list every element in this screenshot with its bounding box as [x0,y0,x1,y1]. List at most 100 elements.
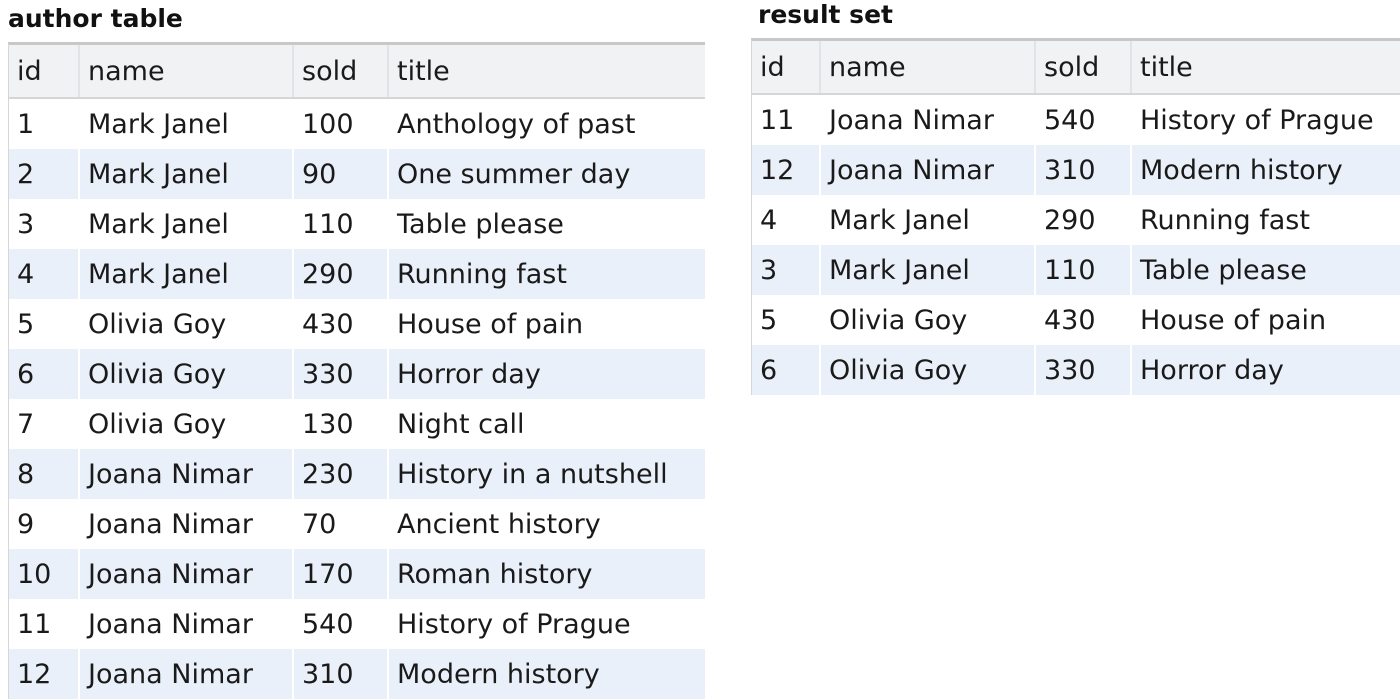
cell-name[interactable]: Olivia Goy [819,345,1035,395]
table-row[interactable]: 12 Joana Nimar 310 Modern history [752,145,1400,195]
column-header-sold[interactable]: sold [1034,41,1131,95]
cell-title[interactable]: History of Prague [1130,94,1400,145]
cell-name[interactable]: Olivia Goy [819,295,1035,345]
column-header-title[interactable]: title [1130,41,1400,95]
cell-name[interactable]: Joana Nimar [78,449,293,499]
result-set-title: result set [758,0,893,29]
cell-name[interactable]: Joana Nimar [78,649,293,699]
cell-sold[interactable]: 330 [292,349,388,399]
cell-name[interactable]: Mark Janel [78,249,293,299]
cell-name[interactable]: Mark Janel [78,98,293,149]
cell-title[interactable]: Table please [1130,245,1400,295]
cell-sold[interactable]: 430 [292,299,388,349]
cell-id[interactable]: 11 [752,94,820,145]
table-row[interactable]: 10 Joana Nimar 170 Roman history [9,549,705,599]
cell-name[interactable]: Olivia Goy [78,299,293,349]
cell-id[interactable]: 5 [9,299,79,349]
cell-title[interactable]: Horror day [387,349,705,399]
cell-sold[interactable]: 170 [292,549,388,599]
cell-name[interactable]: Olivia Goy [78,399,293,449]
cell-name[interactable]: Mark Janel [78,199,293,249]
cell-name[interactable]: Joana Nimar [78,599,293,649]
cell-id[interactable]: 6 [9,349,79,399]
cell-sold[interactable]: 100 [292,98,388,149]
cell-sold[interactable]: 540 [1034,94,1131,145]
cell-title[interactable]: House of pain [1130,295,1400,345]
cell-title[interactable]: Roman history [387,549,705,599]
cell-sold[interactable]: 310 [1034,145,1131,195]
cell-id[interactable]: 4 [9,249,79,299]
cell-id[interactable]: 3 [9,199,79,249]
column-header-id[interactable]: id [9,45,79,99]
cell-sold[interactable]: 130 [292,399,388,449]
cell-title[interactable]: House of pain [387,299,705,349]
table-row[interactable]: 5 Olivia Goy 430 House of pain [752,295,1400,345]
cell-name[interactable]: Mark Janel [78,149,293,199]
column-header-title[interactable]: title [387,45,705,99]
cell-title[interactable]: Anthology of past [387,98,705,149]
table-row[interactable]: 9 Joana Nimar 70 Ancient history [9,499,705,549]
cell-title[interactable]: Horror day [1130,345,1400,395]
cell-id[interactable]: 7 [9,399,79,449]
table-row[interactable]: 6 Olivia Goy 330 Horror day [752,345,1400,395]
cell-id[interactable]: 5 [752,295,820,345]
table-row[interactable]: 3 Mark Janel 110 Table please [752,245,1400,295]
cell-name[interactable]: Mark Janel [819,195,1035,245]
cell-id[interactable]: 8 [9,449,79,499]
table-row[interactable]: 7 Olivia Goy 130 Night call [9,399,705,449]
cell-id[interactable]: 12 [9,649,79,699]
cell-title[interactable]: Running fast [1130,195,1400,245]
cell-sold[interactable]: 290 [1034,195,1131,245]
table-row[interactable]: 6 Olivia Goy 330 Horror day [9,349,705,399]
cell-id[interactable]: 11 [9,599,79,649]
cell-id[interactable]: 1 [9,98,79,149]
column-header-sold[interactable]: sold [292,45,388,99]
table-row[interactable]: 8 Joana Nimar 230 History in a nutshell [9,449,705,499]
cell-sold[interactable]: 310 [292,649,388,699]
cell-sold[interactable]: 430 [1034,295,1131,345]
cell-name[interactable]: Joana Nimar [78,499,293,549]
table-row[interactable]: 12 Joana Nimar 310 Modern history [9,649,705,699]
table-row[interactable]: 1 Mark Janel 100 Anthology of past [9,98,705,149]
cell-name[interactable]: Joana Nimar [819,145,1035,195]
table-row[interactable]: 5 Olivia Goy 430 House of pain [9,299,705,349]
table-row[interactable]: 2 Mark Janel 90 One summer day [9,149,705,199]
cell-title[interactable]: Running fast [387,249,705,299]
table-row[interactable]: 11 Joana Nimar 540 History of Prague [9,599,705,649]
cell-id[interactable]: 9 [9,499,79,549]
column-header-name[interactable]: name [78,45,293,99]
cell-title[interactable]: One summer day [387,149,705,199]
cell-sold[interactable]: 70 [292,499,388,549]
cell-name[interactable]: Joana Nimar [819,94,1035,145]
column-header-name[interactable]: name [819,41,1035,95]
table-row[interactable]: 4 Mark Janel 290 Running fast [752,195,1400,245]
cell-title[interactable]: Night call [387,399,705,449]
cell-id[interactable]: 10 [9,549,79,599]
cell-name[interactable]: Joana Nimar [78,549,293,599]
cell-sold[interactable]: 110 [292,199,388,249]
cell-id[interactable]: 6 [752,345,820,395]
cell-sold[interactable]: 290 [292,249,388,299]
cell-name[interactable]: Olivia Goy [78,349,293,399]
cell-sold[interactable]: 110 [1034,245,1131,295]
cell-id[interactable]: 3 [752,245,820,295]
cell-sold[interactable]: 540 [292,599,388,649]
cell-title[interactable]: Ancient history [387,499,705,549]
cell-sold[interactable]: 230 [292,449,388,499]
cell-title[interactable]: History in a nutshell [387,449,705,499]
cell-name[interactable]: Mark Janel [819,245,1035,295]
cell-id[interactable]: 12 [752,145,820,195]
cell-title[interactable]: Modern history [387,649,705,699]
cell-id[interactable]: 4 [752,195,820,245]
table-row[interactable]: 4 Mark Janel 290 Running fast [9,249,705,299]
cell-title[interactable]: Table please [387,199,705,249]
cell-title[interactable]: Modern history [1130,145,1400,195]
table-row[interactable]: 3 Mark Janel 110 Table please [9,199,705,249]
cell-title[interactable]: History of Prague [387,599,705,649]
cell-id[interactable]: 2 [9,149,79,199]
cell-sold[interactable]: 330 [1034,345,1131,395]
author-table-header-row: id name sold title [9,45,705,99]
table-row[interactable]: 11 Joana Nimar 540 History of Prague [752,94,1400,145]
column-header-id[interactable]: id [752,41,820,95]
cell-sold[interactable]: 90 [292,149,388,199]
